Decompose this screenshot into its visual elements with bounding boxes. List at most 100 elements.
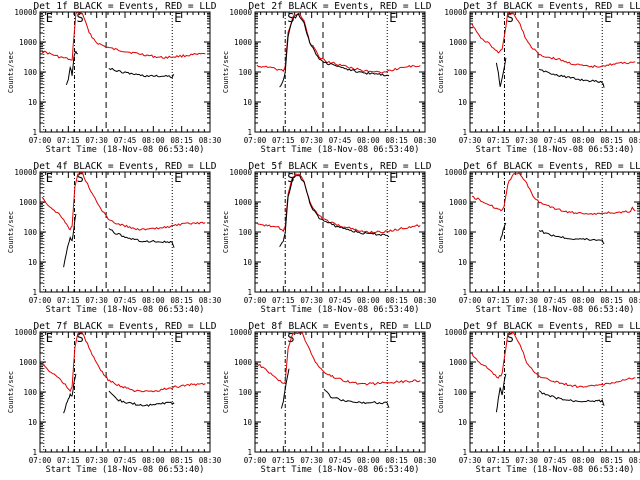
panel-det-5f: Det 5f BLACK = Events, RED = LLD 1 10 100 10… [222,161,437,315]
x-tick-label: 08:00 [572,456,595,465]
y-tick-label: 10000 [444,168,467,177]
panel-title: Det 6f BLACK = Events, RED = LLD [463,161,640,172]
panel-det-2f: Det 2f BLACK = Events, RED = LLD 1 10 100 10… [222,1,437,155]
x-tick-label: 07:30 [459,456,482,465]
event-marker-label: S [76,171,83,185]
x-tick-label: 08:15 [385,296,408,305]
y-axis-label: Counts/sec [7,211,15,253]
series-group [256,332,421,409]
series-group [256,12,421,88]
events-series-line [63,213,77,268]
events-series-line [65,50,78,86]
x-tick-label: 08:15 [170,136,193,145]
x-tick-label: 07:30 [300,296,323,305]
series-group [41,12,206,86]
events-series-segment [538,68,605,88]
plot-frame [39,331,211,453]
x-tick-label: 08:00 [357,296,380,305]
y-tick-label: 10 [243,98,253,107]
panel-title: Det 2f BLACK = Events, RED = LLD [248,1,431,12]
plot-frame [469,171,640,293]
y-tick-label: 100 [238,68,252,77]
x-tick-label: 07:30 [85,456,108,465]
y-axis-label: Counts/sec [222,51,230,93]
lld-series-line [256,332,421,386]
event-marker-label: E [46,331,53,345]
lld-series-line [256,12,421,74]
event-marker-label: E [389,171,396,185]
x-tick-label: 07:30 [300,456,323,465]
y-tick-label: 10 [243,258,253,267]
y-tick-label: 1000 [449,198,468,207]
x-tick-label: 07:30 [515,296,538,305]
x-tick-label: 07:45 [329,136,352,145]
x-tick-label: 07:15 [272,456,295,465]
x-tick-label: 07:00 [244,456,267,465]
x-tick-label: 07:15 [487,296,510,305]
y-tick-label: 1 [32,448,37,457]
y-tick-label: 10 [28,418,38,427]
series-group [471,172,636,245]
x-tick-label: 08:00 [142,456,165,465]
x-tick-label: 08:15 [385,136,408,145]
y-tick-label: 10000 [14,8,37,17]
events-series-line [495,57,507,87]
x-tick-label: 08:15 [600,296,623,305]
x-tick-label: 07:30 [515,136,538,145]
series-group [471,332,636,413]
event-marker-label: E [46,171,53,185]
y-tick-label: 10 [458,418,468,427]
y-axis-label: Counts/sec [437,51,445,93]
lld-series-line [41,332,206,393]
y-tick-label: 1000 [449,358,468,367]
y-tick-label: 100 [238,228,252,237]
x-tick-label: 08:30 [414,296,437,305]
panel-title: Det 8f BLACK = Events, RED = LLD [248,321,431,332]
y-tick-label: 1000 [234,38,253,47]
x-tick-label: 07:15 [57,136,80,145]
x-tick-label: 07:30 [515,456,538,465]
x-tick-label: 07:15 [272,296,295,305]
event-marker-label: E [604,11,611,25]
y-axis-label: Counts/sec [437,371,445,413]
x-tick-label: 08:00 [357,136,380,145]
events-series-segment [538,229,605,245]
events-series-segment [538,390,605,406]
panel-title: Det 4f BLACK = Events, RED = LLD [33,161,216,172]
y-tick-label: 10000 [229,8,252,17]
events-series-segment [108,390,175,407]
x-tick-label: 07:00 [244,296,267,305]
x-tick-label: 07:00 [29,456,52,465]
x-tick-label: 07:15 [272,136,295,145]
y-axis-label: Counts/sec [7,51,15,93]
panel-title: Det 5f BLACK = Events, RED = LLD [248,161,431,172]
y-tick-label: 100 [238,388,252,397]
y-tick-label: 100 [23,228,37,237]
x-tick-label: 07:30 [459,136,482,145]
y-tick-label: 1 [462,448,467,457]
x-tick-label: 08:00 [142,296,165,305]
x-tick-label: 08:30 [199,136,222,145]
y-tick-label: 1000 [19,38,38,47]
x-axis-label: Start Time (18-Nov-08 06:53:40) [261,145,420,155]
event-marker-label: E [389,11,396,25]
x-axis-label: Start Time (18-Nov-08 06:53:40) [476,465,635,475]
x-tick-label: 08:00 [572,296,595,305]
x-tick-label: 08:00 [142,136,165,145]
event-marker-label: S [506,11,513,25]
x-tick-label: 08:30 [414,456,437,465]
x-tick-label: 07:00 [29,136,52,145]
y-tick-label: 1 [462,288,467,297]
plot-frame [39,171,211,293]
events-series-segment [323,388,390,408]
panel-title: Det 3f BLACK = Events, RED = LLD [463,1,640,12]
x-tick-label: 07:00 [459,296,482,305]
x-tick-label: 07:45 [544,136,567,145]
panel-det-1f: Det 1f BLACK = Events, RED = LLD 1 10 100 10… [7,1,222,155]
event-marker-label: S [287,11,294,25]
x-tick-label: 08:15 [170,296,193,305]
y-tick-label: 10000 [14,168,37,177]
event-marker-label: E [174,171,181,185]
panel-det-7f: Det 7f BLACK = Events, RED = LLD 1 10 100 10… [7,321,222,475]
